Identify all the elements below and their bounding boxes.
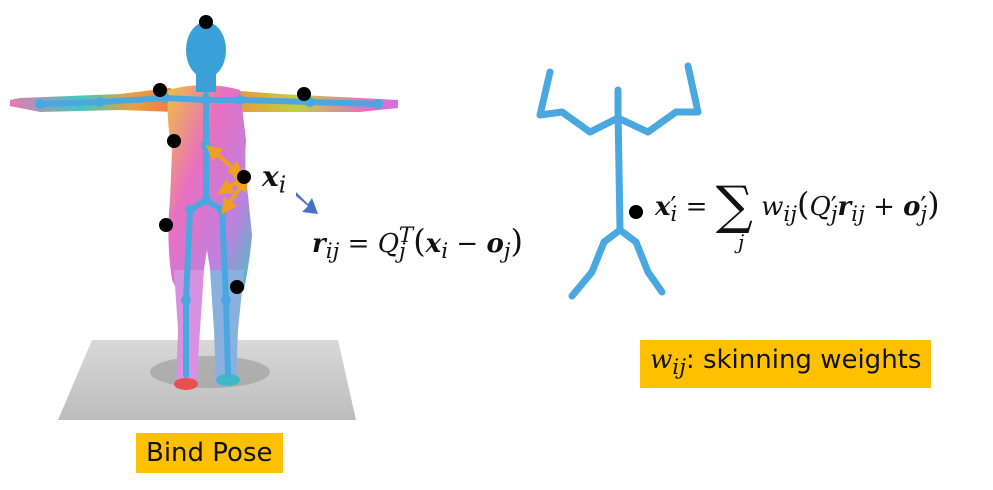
eq-q-var: Q xyxy=(377,229,400,259)
sum-symbol: ∑ xyxy=(715,176,753,236)
blend-r-var: r xyxy=(837,192,852,222)
blend-q-prime: ′ xyxy=(830,192,837,222)
blend-x-var: x xyxy=(655,192,671,222)
deformed-skeleton xyxy=(536,62,702,300)
sum-index: j xyxy=(738,230,745,254)
offset-equation: rij = QjT(xi − oj) xyxy=(312,222,523,265)
blend-equation: x′i = ∑ j wij(Q′jrij + o′j) xyxy=(655,176,940,254)
blend-r-sub: ij xyxy=(851,202,865,228)
blend-w-var: w xyxy=(761,192,784,222)
blend-q-var: Q xyxy=(809,192,831,222)
head-mesh xyxy=(186,22,226,78)
eq-minus: − xyxy=(456,229,479,259)
eq-x-var: x xyxy=(425,229,442,259)
blend-q-sub: j xyxy=(830,202,838,228)
point-label: xi xyxy=(262,160,286,199)
deformed-surface-point xyxy=(629,205,643,219)
blue-pointer-arrow xyxy=(296,192,318,214)
floor-shadow xyxy=(150,356,270,388)
eq-q-sub: j xyxy=(399,239,406,265)
bind-pose-joints xyxy=(35,93,383,305)
right-foot-mesh xyxy=(216,374,240,386)
weights-symbol-sub: ij xyxy=(672,355,686,381)
eq-equals: = xyxy=(347,229,370,259)
eq-x-sub: i xyxy=(441,239,449,265)
left-foot-mesh xyxy=(174,378,198,390)
blend-x-sub: i xyxy=(670,202,678,228)
blend-x-prime: ′ xyxy=(670,192,677,222)
weights-text: : skinning weights xyxy=(685,345,922,375)
weights-symbol: w xyxy=(650,345,673,375)
bind-pose-label: Bind Pose xyxy=(136,433,283,473)
eq-r-var: r xyxy=(312,229,326,259)
skinning-weights-label: wij: skinning weights xyxy=(640,340,932,389)
blend-equals: = xyxy=(685,192,708,222)
eq-r-sub: ij xyxy=(325,239,340,265)
blend-w-sub: ij xyxy=(783,202,797,228)
surface-points xyxy=(153,15,311,294)
eq-o-sub: j xyxy=(503,239,511,265)
point-label-var: x xyxy=(262,160,279,193)
eq-q-sup: T xyxy=(398,223,414,249)
eq-o-var: o xyxy=(486,229,504,259)
blend-o-var: o xyxy=(903,192,921,222)
blend-o-prime: ′ xyxy=(920,192,927,222)
blend-plus: + xyxy=(873,192,895,222)
blend-o-sub: j xyxy=(920,202,928,228)
point-label-sub: i xyxy=(278,170,287,199)
torso-mesh xyxy=(167,85,252,300)
